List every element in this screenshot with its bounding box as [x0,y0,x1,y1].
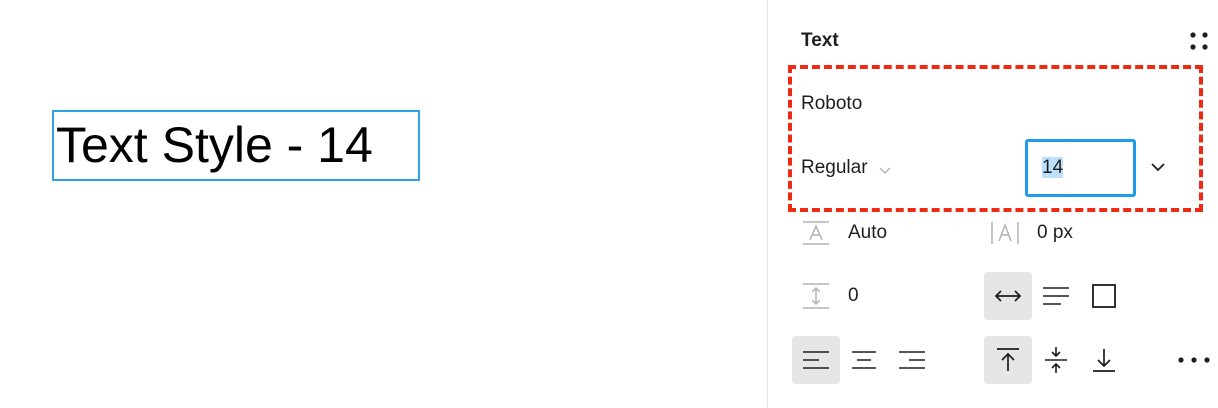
align-bottom-icon[interactable] [1080,336,1128,384]
chevron-down-icon[interactable] [1149,158,1167,176]
font-weight-dropdown[interactable]: Regular [801,157,892,179]
fixed-size-icon[interactable] [1080,272,1128,320]
selected-text-layer[interactable]: Text Style - 14 [52,110,420,181]
text-properties-panel: Text Roboto Regular 14 [768,0,1218,408]
align-right-icon[interactable] [888,336,936,384]
auto-width-icon[interactable] [984,272,1032,320]
align-left-icon[interactable] [792,336,840,384]
letter-spacing-icon [990,218,1020,248]
align-center-icon[interactable] [840,336,888,384]
paragraph-spacing-value: 0 [848,285,859,306]
more-options-icon[interactable] [1170,336,1218,384]
align-middle-icon[interactable] [1032,336,1080,384]
panel-title: Text [801,30,839,51]
font-family-dropdown[interactable]: Roboto [801,93,863,114]
paragraph-spacing-field[interactable]: 0 [801,281,859,311]
letter-spacing-value: 0 px [1037,222,1073,243]
line-height-icon [801,218,831,248]
line-height-field[interactable]: Auto [801,218,887,248]
font-size-input[interactable]: 14 [1025,139,1136,197]
canvas[interactable]: Text Style - 14 [0,0,767,408]
chevron-down-icon [878,161,892,175]
panel-divider [767,0,768,408]
align-top-icon[interactable] [984,336,1032,384]
font-weight-label: Regular [801,157,868,178]
line-height-value: Auto [848,222,888,243]
annotation-highlight-box [788,65,1203,212]
paragraph-spacing-icon [801,281,831,311]
font-size-value: 14 [1042,157,1064,178]
auto-height-icon[interactable] [1032,272,1080,320]
grid-dots-icon[interactable] [1188,30,1210,52]
letter-spacing-field[interactable]: 0 px [990,218,1073,248]
